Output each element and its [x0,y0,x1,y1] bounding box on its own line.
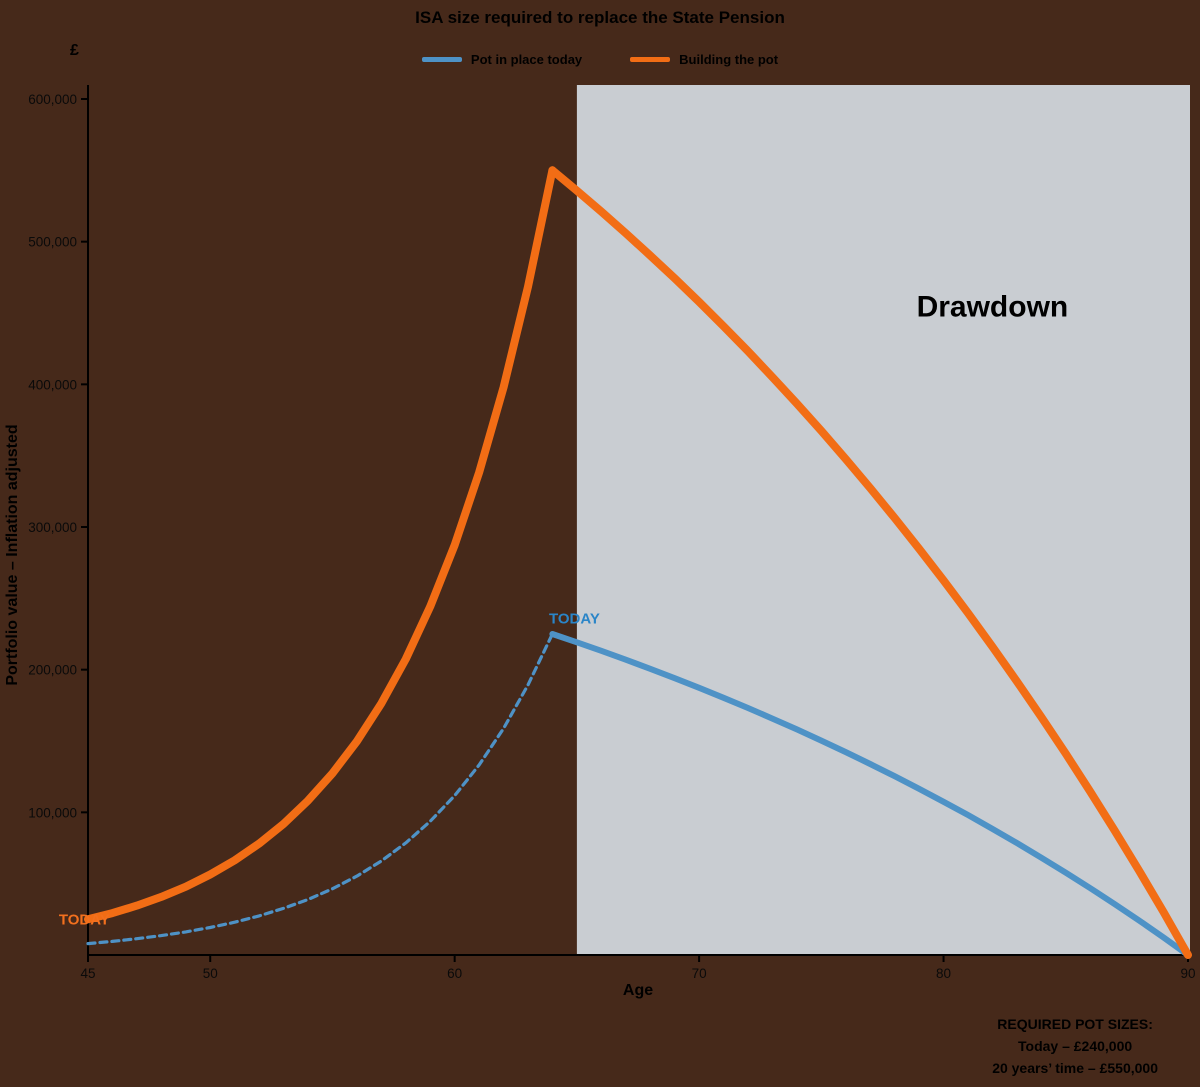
legend-label-pot-in-place-today: Pot in place today [470,52,583,67]
footnote-heading: REQUIRED POT SIZES: [997,1016,1153,1032]
x-tick-label: 60 [447,966,462,981]
legend-item-pot-in-place-today: Pot in place today [421,52,583,67]
x-tick-label: 50 [203,966,218,981]
series-line-pot-in-place-today-dashed [86,632,554,946]
legend-swatch-orange [630,57,671,62]
drawdown-region [576,85,1190,955]
y-tick-label: 300,000 [28,520,77,535]
legend-swatch-blue [421,57,462,62]
footnote-pot-today: Today – £240,000 [1018,1038,1133,1054]
y-tick-label: 600,000 [28,92,77,107]
x-tick-label: 80 [936,966,951,981]
chart-title: ISA size required to replace the State P… [415,8,785,27]
drawdown-label: Drawdown [917,290,1069,323]
y-axis-unit-label: £ [70,42,79,59]
series-line-building-the-pot [548,166,1192,959]
y-tick-label: 200,000 [28,663,77,678]
x-tick-label: 90 [1180,966,1195,981]
y-axis-title: Portfolio value – Inflation adjusted [4,424,21,686]
series-line-pot-in-place-today [549,631,1191,958]
footnote-pot-future: 20 years’ time – £550,000 [992,1060,1158,1076]
today-label-orange: TODAY [59,912,110,929]
y-tick-label: 100,000 [28,805,77,820]
y-tick-label: 500,000 [28,235,77,250]
today-label-blue: TODAY [549,611,600,628]
legend: Pot in place today Building the pot [0,52,1200,67]
x-axis-title: Age [622,982,654,999]
x-tick-label: 70 [692,966,707,981]
legend-item-building-the-pot: Building the pot [630,52,778,67]
series-line-building-the-pot [84,166,557,924]
legend-label-building-the-pot: Building the pot [679,52,779,67]
footnote: REQUIRED POT SIZES: Today – £240,000 20 … [992,1013,1158,1079]
y-tick-label: 400,000 [28,377,77,392]
x-tick-label: 45 [80,966,95,981]
